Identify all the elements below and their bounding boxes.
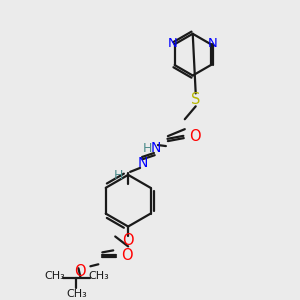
Text: H: H	[142, 142, 152, 154]
Text: H: H	[113, 169, 123, 182]
Text: CH₃: CH₃	[88, 271, 109, 281]
Text: N: N	[208, 37, 218, 50]
Text: S: S	[191, 92, 200, 107]
Text: N: N	[138, 156, 148, 170]
Text: CH₃: CH₃	[66, 289, 87, 299]
Text: O: O	[74, 264, 85, 279]
Text: O: O	[121, 248, 133, 263]
Text: N: N	[168, 37, 178, 50]
Text: CH₃: CH₃	[44, 271, 65, 281]
Text: O: O	[122, 233, 134, 248]
Text: N: N	[151, 141, 161, 155]
Text: O: O	[189, 129, 200, 144]
